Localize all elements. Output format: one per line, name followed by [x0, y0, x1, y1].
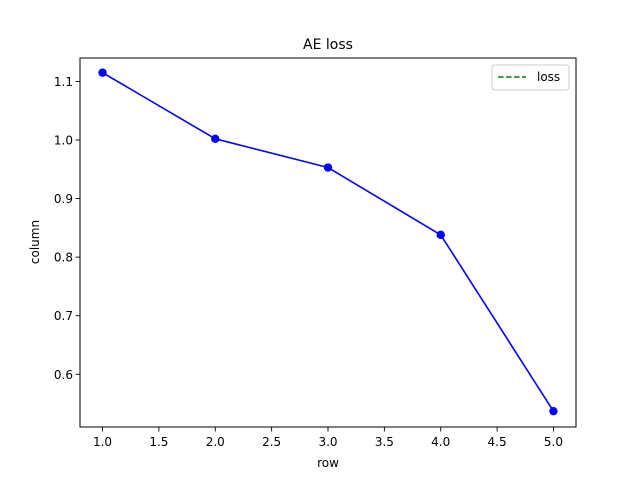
y-tick-label: 1.0 [54, 134, 73, 148]
data-point [211, 134, 220, 144]
data-point [98, 68, 107, 77]
y-axis-label: column [28, 220, 42, 264]
data-point [436, 230, 445, 240]
x-tick-label: 1.0 [93, 435, 112, 449]
y-axis-ticks: 0.6 0.7 0.8 0.9 1.0 1.1 [54, 75, 80, 382]
y-tick-label: 0.9 [54, 192, 73, 206]
x-tick-label: 2.0 [206, 435, 225, 449]
plot-frame [79, 57, 577, 428]
legend-loss-label: loss [537, 70, 560, 84]
y-tick-label: 0.6 [54, 368, 73, 382]
x-tick-label: 5.0 [544, 435, 563, 449]
y-tick-label: 0.7 [54, 309, 73, 323]
data-point [549, 406, 558, 416]
data-point [323, 163, 333, 172]
x-tick-label: 3.5 [375, 435, 394, 449]
x-axis-ticks: 1.0 1.5 2.0 2.5 3.0 3.5 4.0 4.5 5.0 [93, 427, 563, 449]
legend-box [491, 64, 570, 91]
series-layer [98, 68, 558, 416]
legend: loss [491, 64, 570, 91]
x-axis-label: row [317, 456, 339, 470]
y-tick-label: 0.8 [54, 251, 73, 265]
x-tick-label: 4.0 [431, 435, 450, 449]
chart-title: AE loss [303, 37, 353, 53]
x-tick-label: 3.0 [318, 435, 337, 449]
x-tick-label: 2.5 [262, 435, 281, 449]
y-tick-label: 1.1 [54, 75, 73, 89]
x-tick-label: 4.5 [488, 435, 507, 449]
x-tick-label: 1.5 [149, 435, 168, 449]
